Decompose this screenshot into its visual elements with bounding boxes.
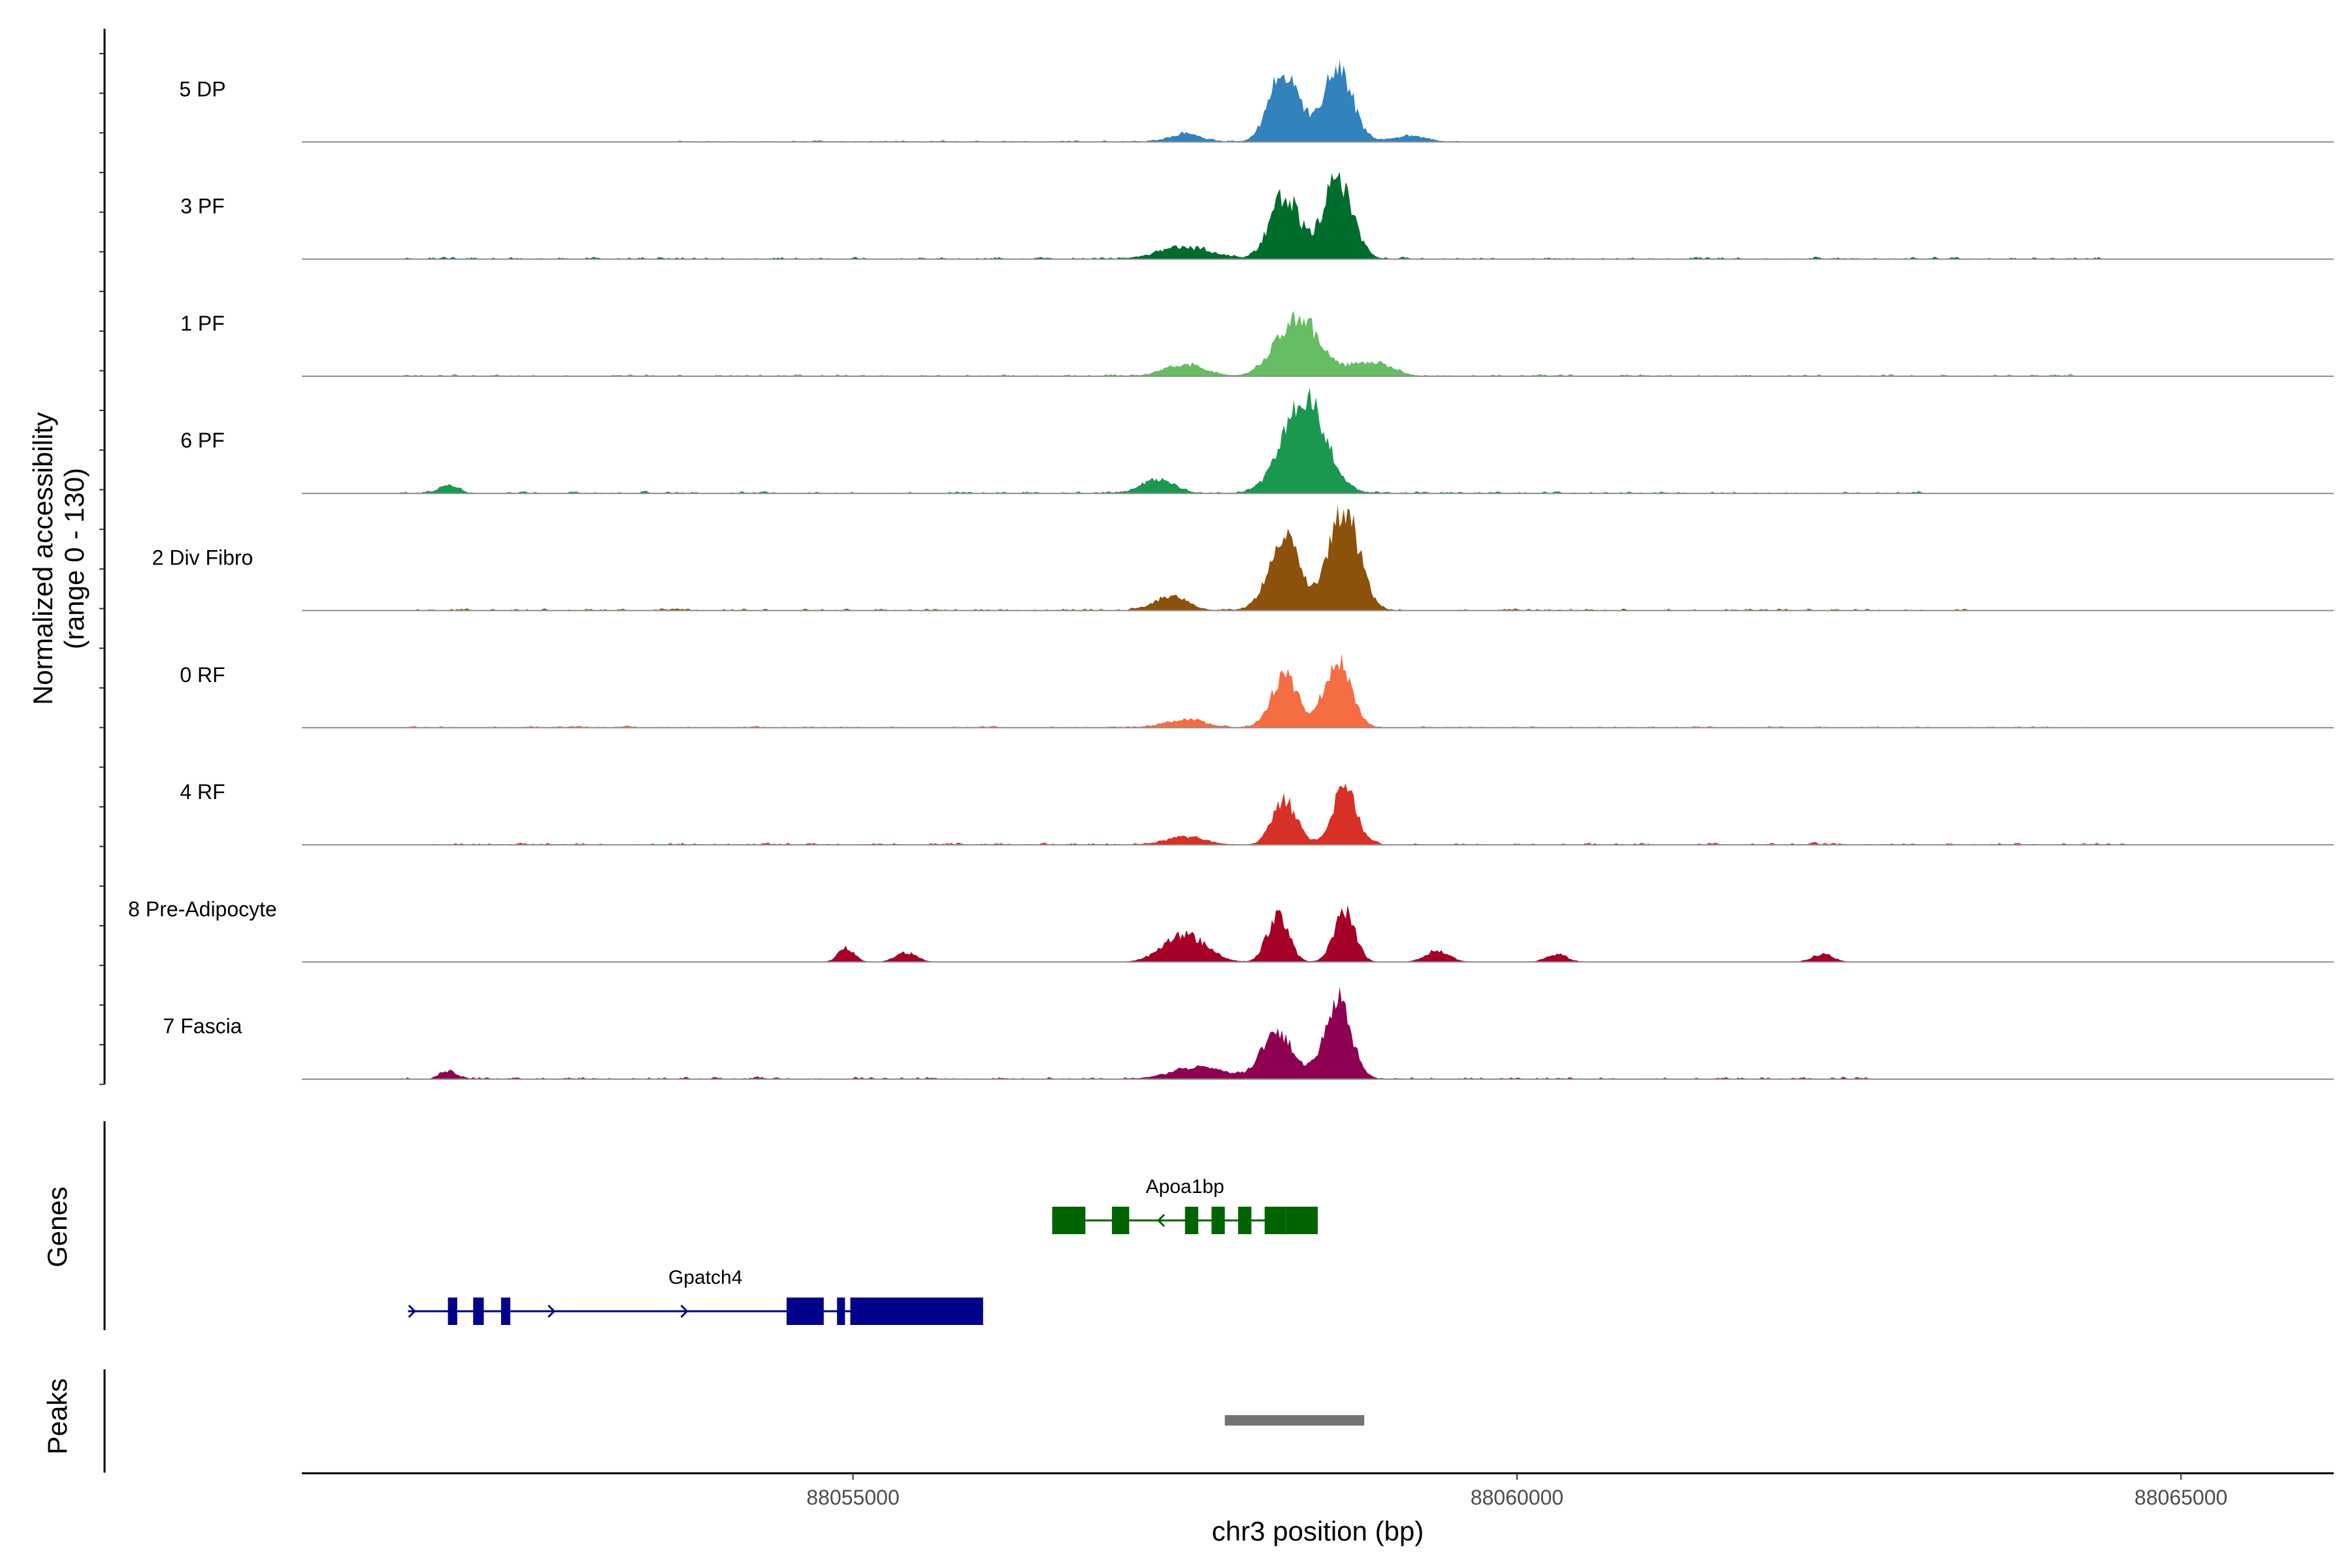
track-label: 6 PF: [180, 429, 225, 452]
gene-exon: [448, 1298, 457, 1325]
gene-exon: [1286, 1207, 1318, 1234]
coverage-area: [302, 310, 2334, 376]
gene-exon: [500, 1298, 511, 1325]
track-label: 2 Div Fibro: [152, 546, 253, 570]
gene-exon: [1052, 1207, 1086, 1234]
x-axis-title: chr3 position (bp): [1212, 1516, 1424, 1546]
gene-apoa1bp: Apoa1bp: [1052, 1176, 1318, 1234]
x-axis: 88055000 88060000 88065000: [302, 1472, 2334, 1509]
gene-exon: [473, 1298, 484, 1325]
coverage-area: [302, 387, 2334, 494]
track-label: 8 Pre-Adipocyte: [128, 897, 277, 921]
strand-arrow: [680, 1304, 689, 1318]
strand-arrow: [547, 1304, 556, 1318]
track-label: 0 RF: [180, 663, 225, 687]
gene-exon: [1211, 1207, 1225, 1234]
y-axis-title-range: (range 0 - 130): [59, 468, 90, 649]
track-7-fascia: 7 Fascia: [163, 987, 2334, 1080]
strand-arrow: [408, 1304, 416, 1318]
coverage-area: [302, 505, 2334, 611]
track-1-pf: 1 PF: [180, 310, 2334, 377]
track-8-pre-adipocyte: 8 Pre-Adipocyte: [128, 897, 2334, 963]
track-5-dp: 5 DP: [179, 59, 2334, 143]
coverage-area: [302, 987, 2334, 1079]
track-label: 4 RF: [180, 780, 225, 804]
y-axis-title: Normalized accessibility: [27, 412, 58, 705]
gene-exon: [786, 1298, 824, 1325]
gene-exon: [1238, 1207, 1252, 1234]
gene-exon: [1264, 1207, 1286, 1234]
x-tick-label: 88055000: [806, 1486, 899, 1509]
track-label: 7 Fascia: [163, 1015, 242, 1038]
peak-region: [1224, 1415, 1365, 1426]
track-4-rf: 4 RF: [180, 780, 2334, 846]
coverage-area: [302, 59, 2334, 142]
track-0-rf: 0 RF: [180, 653, 2334, 728]
gene-label: Apoa1bp: [1146, 1176, 1224, 1198]
track-6-pf: 6 PF: [180, 387, 2334, 495]
peak-annotation-panel: [1224, 1415, 1365, 1426]
gene-exon: [850, 1298, 983, 1325]
track-label: 5 DP: [179, 77, 225, 101]
gene-annotation-panel: Apoa1bp Gpatch4: [408, 1176, 1318, 1325]
track-label: 3 PF: [180, 195, 225, 218]
x-tick-label: 88060000: [1471, 1486, 1563, 1509]
track-3-pf: 3 PF: [180, 171, 2334, 260]
track-label: 1 PF: [180, 312, 225, 335]
coverage-tracks: 5 DP 3 PF 1 PF 6 PF 2 Div Fibro 0 RF 4 RF 8 Pre…: [128, 59, 2334, 1080]
y-axis: [99, 29, 106, 1473]
gene-exon: [837, 1298, 845, 1325]
gene-gpatch4: Gpatch4: [408, 1267, 983, 1325]
gene-exon: [1184, 1207, 1199, 1234]
coverage-area: [302, 653, 2334, 728]
genes-panel-title: Genes: [42, 1186, 73, 1267]
coverage-area: [302, 171, 2334, 259]
x-tick-label: 88065000: [2134, 1486, 2227, 1509]
track-2-div-fibro: 2 Div Fibro: [152, 505, 2334, 612]
gene-label: Gpatch4: [668, 1267, 742, 1288]
gene-exon: [1111, 1207, 1130, 1234]
strand-arrow: [1156, 1213, 1166, 1228]
peaks-panel-title: Peaks: [42, 1379, 73, 1455]
